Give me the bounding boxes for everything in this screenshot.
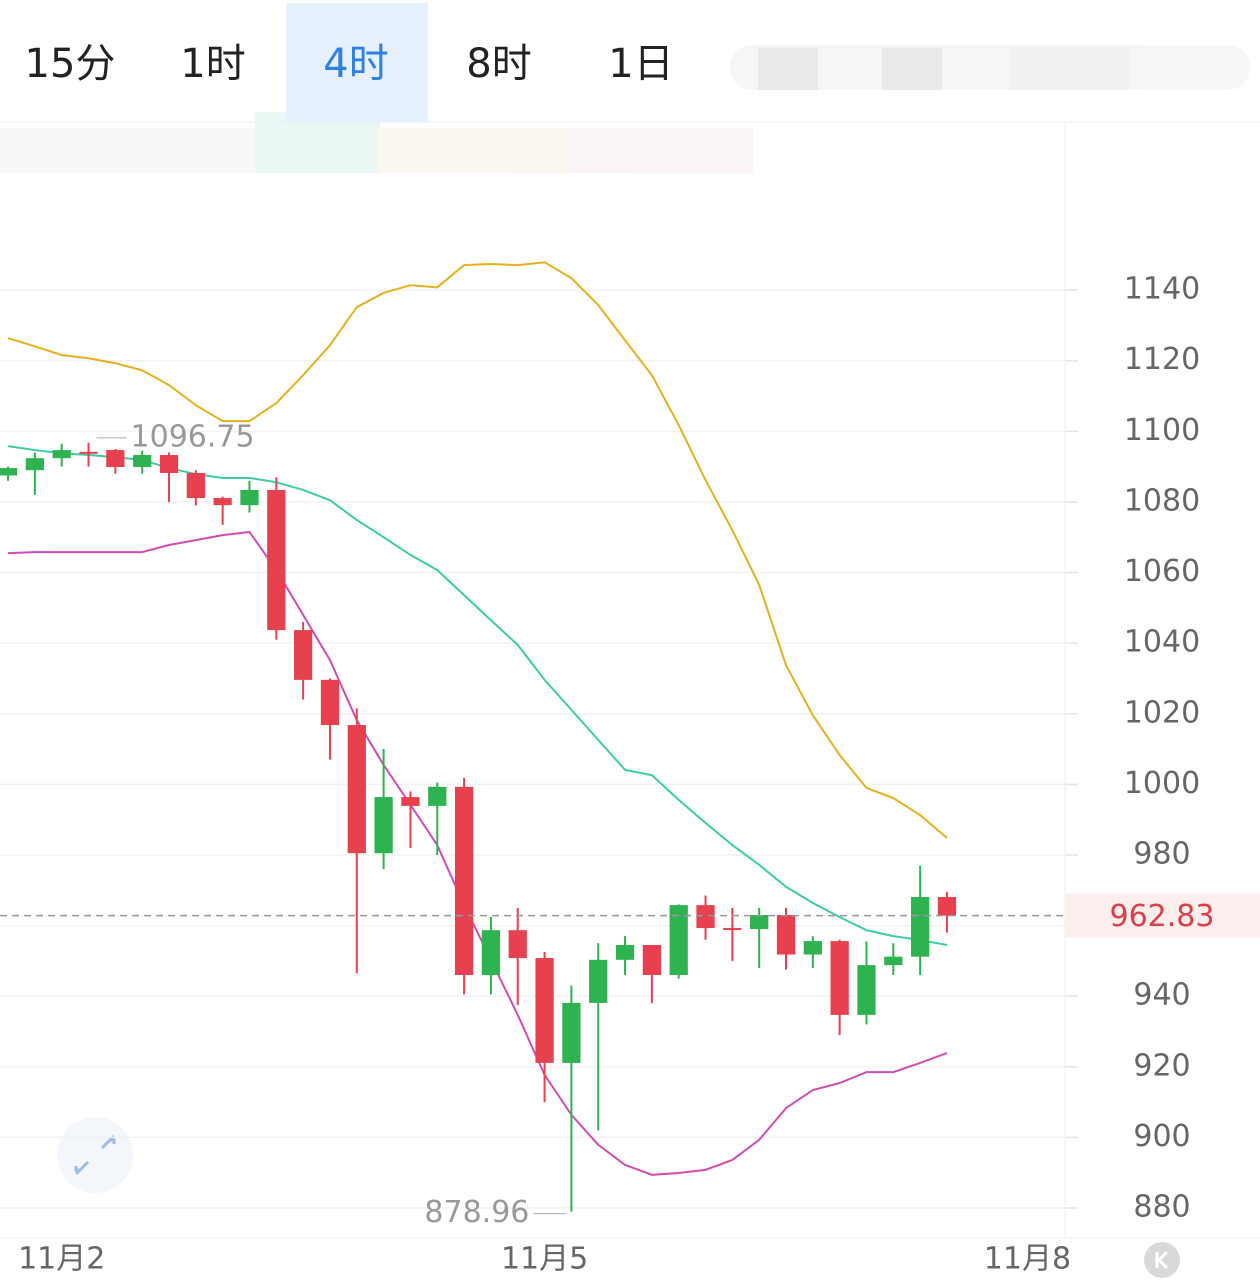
- candle-body: [669, 905, 688, 976]
- candle-body: [79, 451, 98, 454]
- band-line: [8, 530, 948, 1176]
- candle-body: [803, 941, 822, 955]
- candle-body: [830, 941, 849, 1015]
- blur: [758, 48, 818, 90]
- candle-body: [213, 498, 232, 506]
- blur: [378, 128, 568, 173]
- tab[interactable]: 8时: [466, 41, 531, 87]
- tab[interactable]: 4时: [323, 41, 388, 87]
- band-line: [7, 261, 948, 839]
- blur: [0, 128, 260, 173]
- blur: [1010, 48, 1130, 90]
- y-tick-label: 880: [1133, 1189, 1190, 1224]
- candle-body: [374, 797, 393, 854]
- candle-body: [535, 958, 554, 1063]
- candle-body: [0, 468, 18, 476]
- k-button[interactable]: [1144, 1242, 1180, 1278]
- y-tick-label: 1020: [1124, 695, 1200, 730]
- k-icon[interactable]: [1155, 1250, 1169, 1270]
- candle-body: [106, 450, 125, 468]
- candle-body: [267, 489, 286, 631]
- candle-body: [884, 956, 903, 966]
- candle-body: [723, 928, 742, 931]
- tab-active-bg[interactable]: [286, 3, 428, 122]
- candle-body: [240, 489, 259, 506]
- y-tick-label: 1000: [1124, 766, 1200, 801]
- y-tick-label: 980: [1133, 836, 1190, 871]
- y-tick-label: 1140: [1124, 272, 1200, 307]
- blur: [255, 112, 380, 173]
- candle-body: [776, 914, 796, 955]
- last-price-label: 962.83: [1110, 899, 1215, 934]
- x-tick-label: 11月5: [501, 1242, 588, 1277]
- candle-body: [857, 965, 876, 1015]
- candle-body: [25, 458, 44, 471]
- blur: [882, 48, 942, 90]
- expand-button[interactable]: [57, 1117, 133, 1193]
- candle-body: [750, 914, 769, 930]
- expand-bg[interactable]: [57, 1117, 133, 1193]
- candle-body: [642, 944, 661, 976]
- y-tick-label: 940: [1133, 978, 1190, 1013]
- candle-body: [159, 455, 179, 474]
- tab[interactable]: 1日: [608, 41, 673, 87]
- candle-body: [186, 473, 205, 499]
- max-label: 1096.75: [131, 419, 255, 454]
- y-tick-label: 1040: [1124, 625, 1200, 660]
- candle-body: [294, 630, 313, 680]
- candle-body: [696, 905, 715, 929]
- tab[interactable]: 15分: [25, 41, 116, 87]
- blurred-tabs: [730, 45, 1250, 90]
- candle-body: [320, 679, 340, 726]
- candle-body: [454, 786, 474, 976]
- blurred-indicator-strip: [0, 112, 753, 173]
- y-tick-label: 1080: [1124, 483, 1200, 518]
- candle-body: [615, 944, 635, 960]
- candle-body: [508, 930, 527, 959]
- x-tick-label: 11月2: [18, 1242, 105, 1277]
- candle-body: [481, 930, 501, 976]
- last-price-bg: [1065, 893, 1260, 938]
- band-line: [7, 445, 948, 946]
- expand-icon[interactable]: [74, 1134, 116, 1176]
- candle-body: [347, 725, 366, 854]
- y-tick-label: 1100: [1124, 413, 1200, 448]
- candle-body: [589, 959, 608, 1003]
- blur: [568, 128, 753, 173]
- candle-body: [562, 1002, 581, 1063]
- tab[interactable]: 1时: [180, 41, 245, 87]
- y-tick-label: 900: [1133, 1119, 1190, 1154]
- candle-body: [937, 896, 957, 916]
- k-bg[interactable]: [1144, 1242, 1180, 1278]
- candle-body: [911, 896, 930, 957]
- y-tick-label: 1120: [1124, 342, 1200, 377]
- y-tick-label: 1060: [1124, 554, 1200, 589]
- candle-body: [52, 450, 71, 459]
- candle-body: [133, 455, 152, 468]
- y-tick-label: 920: [1133, 1048, 1190, 1083]
- x-tick-label: 11月8: [984, 1242, 1071, 1277]
- candle-body: [401, 797, 420, 806]
- min-label: 878.96: [424, 1195, 529, 1230]
- candle-body: [428, 786, 447, 806]
